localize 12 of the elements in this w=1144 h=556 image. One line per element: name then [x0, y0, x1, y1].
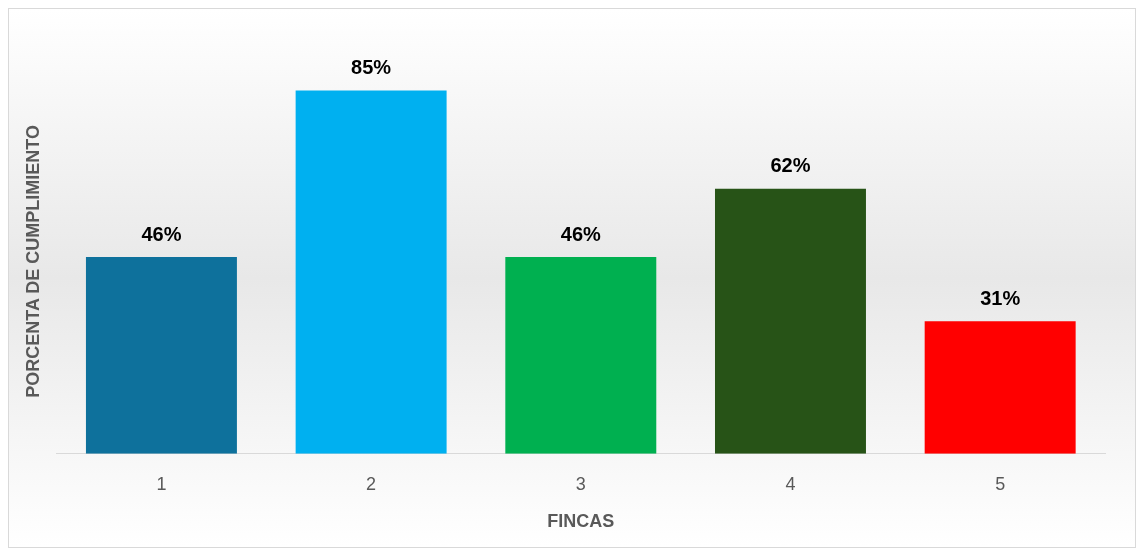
data-label: 46%	[560, 222, 602, 245]
data-label: 46%	[141, 222, 182, 245]
y-axis-title: PORCENTA DE CUMPLIMIENTO	[22, 125, 43, 398]
data-label: 31%	[980, 286, 1021, 309]
x-tick-label: 2	[366, 473, 377, 494]
data-label: 85%	[351, 55, 392, 78]
x-tick-label: 4	[785, 473, 796, 494]
x-tick-label: 1	[156, 473, 167, 494]
x-tick-label: 5	[995, 473, 1006, 494]
x-tick-label: 3	[575, 473, 586, 494]
data-label: 62%	[770, 154, 811, 177]
x-axis-title: FINCAS	[547, 511, 615, 532]
